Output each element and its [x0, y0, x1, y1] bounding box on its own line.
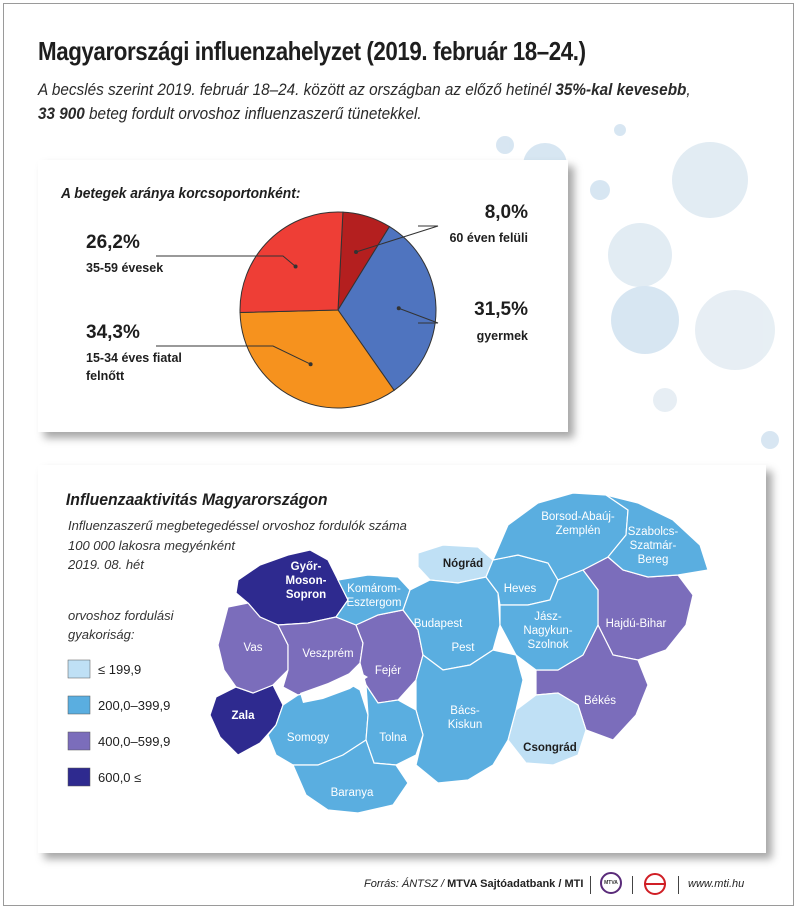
pie-title: A betegek aránya korcsoportonként:	[60, 186, 301, 203]
map-region	[335, 574, 411, 626]
subtitle-text-1: A becslés szerint 2019. február 18–24. k…	[38, 80, 556, 99]
hungary-map: Influenzaaktivitás Magyarországon Influe…	[66, 491, 709, 814]
map-region-label: Bács-	[450, 705, 480, 717]
pie-leader-line	[156, 255, 296, 267]
map-region-label: Szolnok	[528, 639, 569, 651]
pie-slice	[337, 225, 437, 392]
pie-category-label: 60 éven felüli	[449, 231, 528, 245]
legend-swatch	[67, 731, 91, 751]
pie-value-label: 34,3%	[86, 322, 140, 343]
map-region-label: Veszprém	[302, 648, 353, 660]
map-region-label: Vas	[244, 642, 263, 654]
map-subtitle-line-1: Influenzaszerű megbetegedéssel orvoshoz …	[68, 518, 407, 533]
map-region-label: Szabolcs-	[628, 526, 679, 538]
map-title: Influenzaaktivitás Magyarországon	[66, 491, 328, 510]
footer: Forrás: ÁNTSZ / MTVA Sajtóadatbank / MTI…	[340, 872, 780, 896]
map-region	[605, 494, 709, 578]
map-region	[365, 682, 424, 766]
pie-chart: A betegek aránya korcsoportonként: 8,0% 6…	[60, 186, 528, 409]
pie-leader-line	[156, 345, 311, 365]
page-subtitle: A becslés szerint 2019. február 18–24. k…	[38, 78, 722, 126]
pie-slice	[239, 211, 344, 314]
mtva-logo: MTVA	[600, 872, 622, 894]
page-title: Magyarországi influenzahelyzet (2019. fe…	[38, 36, 586, 66]
map-region-label: Tolna	[379, 732, 407, 744]
subtitle-text-3: beteg fordult orvoshoz influenzaszerű tü…	[84, 104, 422, 123]
pie-leader-dot	[354, 249, 359, 254]
map-region-label: Esztergom	[347, 597, 402, 609]
map-region-label: Pest	[451, 642, 475, 654]
subtitle-highlight-count: 33 900	[38, 104, 85, 123]
pie-chart-card: A betegek aránya korcsoportonként: 8,0% 6…	[38, 160, 568, 432]
map-region-label: Szatmár-	[630, 540, 677, 552]
divider	[632, 876, 633, 894]
map-region-label: Bereg	[638, 554, 669, 566]
map-region-label: Nógrád	[443, 558, 483, 570]
legend-label: 600,0 ≤	[98, 770, 141, 785]
legend-swatch	[67, 767, 91, 787]
pie-slice	[239, 309, 395, 409]
map-card: Influenzaaktivitás Magyarországon Influe…	[38, 465, 766, 853]
pie-value-label: 26,2%	[86, 232, 140, 253]
map-region	[292, 739, 409, 814]
map-region-label: Zemplén	[556, 525, 601, 537]
pie-leader-dot	[396, 306, 401, 311]
legend-label: 400,0–599,9	[98, 734, 170, 749]
source-credit: Forrás: ÁNTSZ / MTVA Sajtóadatbank / MTI	[364, 878, 584, 890]
pie-value-label: 8,0%	[485, 202, 528, 223]
map-region	[507, 692, 587, 766]
map-region-label: Békés	[584, 695, 616, 707]
subtitle-highlight-decrease: 35%-kal kevesebb	[555, 80, 687, 99]
map-region	[217, 602, 289, 694]
map-region-label: Borsod-Abaúj-	[541, 511, 615, 523]
map-region-label: Zala	[231, 710, 255, 722]
legend-swatch	[67, 659, 91, 679]
subtitle-text-2: ,	[686, 80, 691, 99]
pie-leader-dot	[308, 362, 313, 367]
map-region-label: Győr-	[291, 561, 322, 573]
pie-category-label: gyermek	[477, 329, 528, 343]
mti-logo	[644, 873, 666, 895]
map-region-label: Somogy	[287, 732, 329, 744]
pie-leader-dot	[293, 264, 298, 269]
map-region-label: Komárom-	[347, 583, 401, 595]
divider	[590, 876, 591, 894]
pie-category-label: felnőtt	[86, 369, 125, 383]
map-region-label: Kiskun	[448, 719, 483, 731]
pie-leader-line	[398, 307, 439, 324]
pie-category-label: 15-34 éves fiatal	[86, 351, 182, 365]
infographic-frame	[3, 3, 794, 906]
map-region-label: Hajdú-Bihar	[606, 618, 667, 630]
legend-label: ≤ 199,9	[98, 662, 141, 677]
map-region-label: Baranya	[331, 787, 374, 799]
map-region-label: Jász-	[534, 611, 562, 623]
lake-balaton	[300, 670, 368, 703]
map-region-label: Nagykun-	[523, 625, 572, 637]
legend-title-line-2: gyakoriság:	[68, 627, 135, 642]
pie-value-label: 31,5%	[474, 299, 528, 320]
legend-title-line-1: orvoshoz fordulási	[68, 608, 175, 623]
legend-label: 200,0–399,9	[98, 698, 170, 713]
map-region-label: Budapest	[414, 618, 463, 630]
map-region-label: Csongrád	[523, 742, 577, 754]
map-subtitle-line-2: 100 000 lakosra megyénként	[68, 538, 236, 553]
pie-leader-line	[355, 225, 439, 253]
map-region-label: Moson-	[286, 575, 327, 587]
map-region-label: Sopron	[286, 589, 326, 601]
divider	[678, 876, 679, 894]
map-region-label: Fejér	[375, 665, 401, 677]
map-subtitle-line-3: 2019. 08. hét	[67, 557, 145, 572]
pie-category-label: 35-59 évesek	[86, 261, 163, 275]
legend-swatch	[67, 695, 91, 715]
map-region-label: Heves	[504, 583, 537, 595]
website-url: www.mti.hu	[688, 878, 745, 890]
